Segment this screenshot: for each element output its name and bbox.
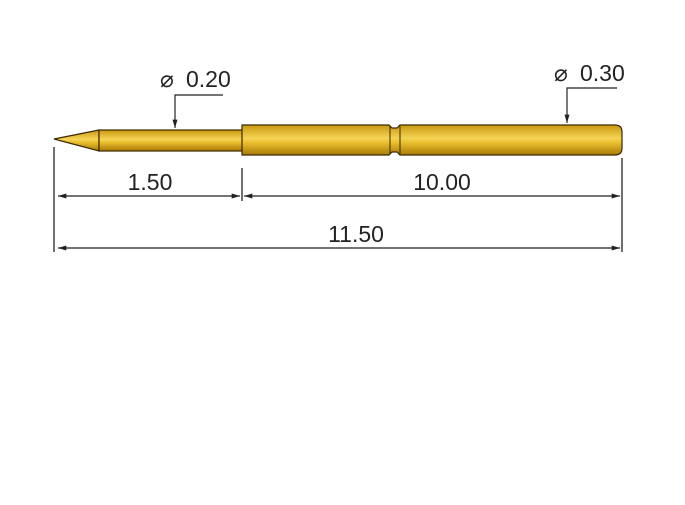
leader-barrel-diameter xyxy=(564,87,617,123)
plunger-tip xyxy=(53,129,100,152)
label-plunger-length: 1.50 xyxy=(128,169,173,195)
label-tip-diameter: 0.20 xyxy=(186,66,231,92)
label-barrel-diameter: 0.30 xyxy=(580,60,625,86)
barrel xyxy=(241,124,623,156)
label-total-length: 11.50 xyxy=(328,221,384,247)
diameter-symbol-icon: ⌀ xyxy=(554,60,568,86)
plunger-shaft xyxy=(98,129,244,152)
barrel-body xyxy=(241,124,623,156)
leader-tip-diameter xyxy=(172,94,223,128)
extension-lines xyxy=(53,147,623,252)
plunger xyxy=(53,129,244,152)
diameter-symbol-icon: ⌀ xyxy=(160,66,174,92)
label-barrel-length: 10.00 xyxy=(413,169,471,195)
